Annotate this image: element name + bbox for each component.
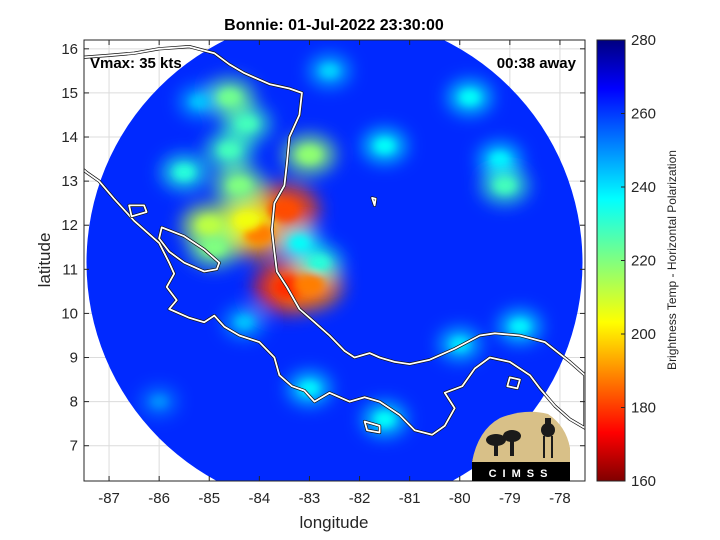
x-tick-label: -87 [98, 490, 120, 507]
time-away-annotation: 00:38 away [497, 55, 577, 72]
chart-title: Bonnie: 01-Jul-2022 23:30:00 [224, 17, 444, 34]
x-tick-label: -83 [299, 490, 321, 507]
colorbar-gradient [596, 39, 626, 482]
tb-feature-core [309, 255, 330, 270]
tb-feature-core [228, 177, 251, 194]
y-tick-label: 13 [61, 173, 78, 190]
tb-feature-core [218, 89, 241, 106]
island-outline [371, 197, 377, 207]
y-tick-label: 8 [70, 394, 78, 411]
lake-outline [158, 226, 221, 273]
x-axis-ticks: -87 -86 -85 -84 -83 -82 -81 -80 -79 -78 [98, 40, 571, 507]
coastlines [84, 45, 585, 437]
colorbar-tick-label: 280 [631, 32, 656, 49]
cimss-logo: CIMSS [472, 411, 570, 481]
colorbar-label: Brightness Temp - Horizontal Polarizatio… [665, 150, 679, 370]
tb-feature-core [289, 236, 309, 250]
tb-feature-core [236, 116, 258, 132]
colorbar-tick-label: 180 [631, 400, 656, 417]
colorbar-tick-label: 220 [631, 253, 656, 270]
tb-feature-core [174, 165, 195, 180]
y-tick-label: 9 [70, 350, 78, 367]
y-tick-label: 12 [61, 217, 78, 234]
cimss-logo-text: CIMSS [489, 468, 554, 480]
x-tick-label: -79 [499, 490, 521, 507]
plot-frame [83, 39, 586, 482]
y-tick-label: 16 [61, 41, 78, 58]
x-tick-label: -80 [449, 490, 471, 507]
tb-feature-core [151, 396, 168, 408]
tb-feature-core [300, 381, 319, 395]
tb-feature-core [375, 139, 395, 153]
colorbar-tick-label: 260 [631, 106, 656, 123]
y-tick-label: 14 [61, 129, 78, 146]
tb-feature-core [268, 198, 300, 221]
lake-outline [128, 204, 148, 218]
y-tick-label: 11 [62, 261, 78, 278]
x-tick-label: -81 [399, 490, 421, 507]
colorbar-ticks: 160 180 200 220 240 260 280 [621, 32, 656, 490]
x-tick-label: -82 [349, 490, 371, 507]
y-axis-label: latitude [35, 233, 54, 288]
tb-feature-core [297, 146, 321, 163]
x-tick-label: -84 [249, 490, 271, 507]
water-tower-icon [541, 418, 555, 458]
x-axis-label: longitude [299, 513, 368, 532]
temperature-cores [151, 64, 530, 426]
tb-feature-core [460, 90, 480, 105]
tb-feature-core [218, 142, 240, 158]
x-tick-label: -85 [198, 490, 220, 507]
satellite-dish-icon [486, 430, 521, 456]
tb-feature-core [294, 274, 325, 296]
x-tick-label: -86 [148, 490, 170, 507]
tb-feature-core [510, 320, 530, 334]
coastline [84, 45, 585, 436]
island-outline [363, 420, 381, 434]
y-tick-label: 15 [61, 85, 78, 102]
colorbar: 160 180 200 220 240 260 280 Brightness Temp - … [596, 32, 679, 490]
vmax-annotation: Vmax: 35 kts [90, 55, 182, 72]
tb-feature-core [197, 216, 222, 234]
tb-feature-core [190, 95, 208, 108]
tb-feature-core [233, 211, 260, 231]
y-tick-label: 7 [70, 438, 78, 455]
tb-feature-core [490, 152, 510, 166]
y-axis-ticks: 7 8 9 10 11 12 13 14 15 16 [61, 41, 585, 455]
cimss-logo-base [472, 460, 570, 481]
tb-feature-core [494, 178, 516, 193]
tb-feature-core [320, 64, 339, 78]
y-tick-label: 10 [61, 305, 78, 322]
tb-feature-core [235, 316, 253, 329]
island-outline [506, 376, 521, 390]
colorbar-tick-label: 200 [631, 326, 656, 343]
tb-feature-core [375, 412, 395, 426]
plot-axes: -87 -86 -85 -84 -83 -82 -81 -80 -79 -78 7 8 9 10 11 12… [61, 39, 586, 507]
colorbar-tick-label: 160 [631, 473, 656, 490]
x-tick-label: -78 [549, 490, 571, 507]
colorbar-tick-label: 240 [631, 179, 656, 196]
